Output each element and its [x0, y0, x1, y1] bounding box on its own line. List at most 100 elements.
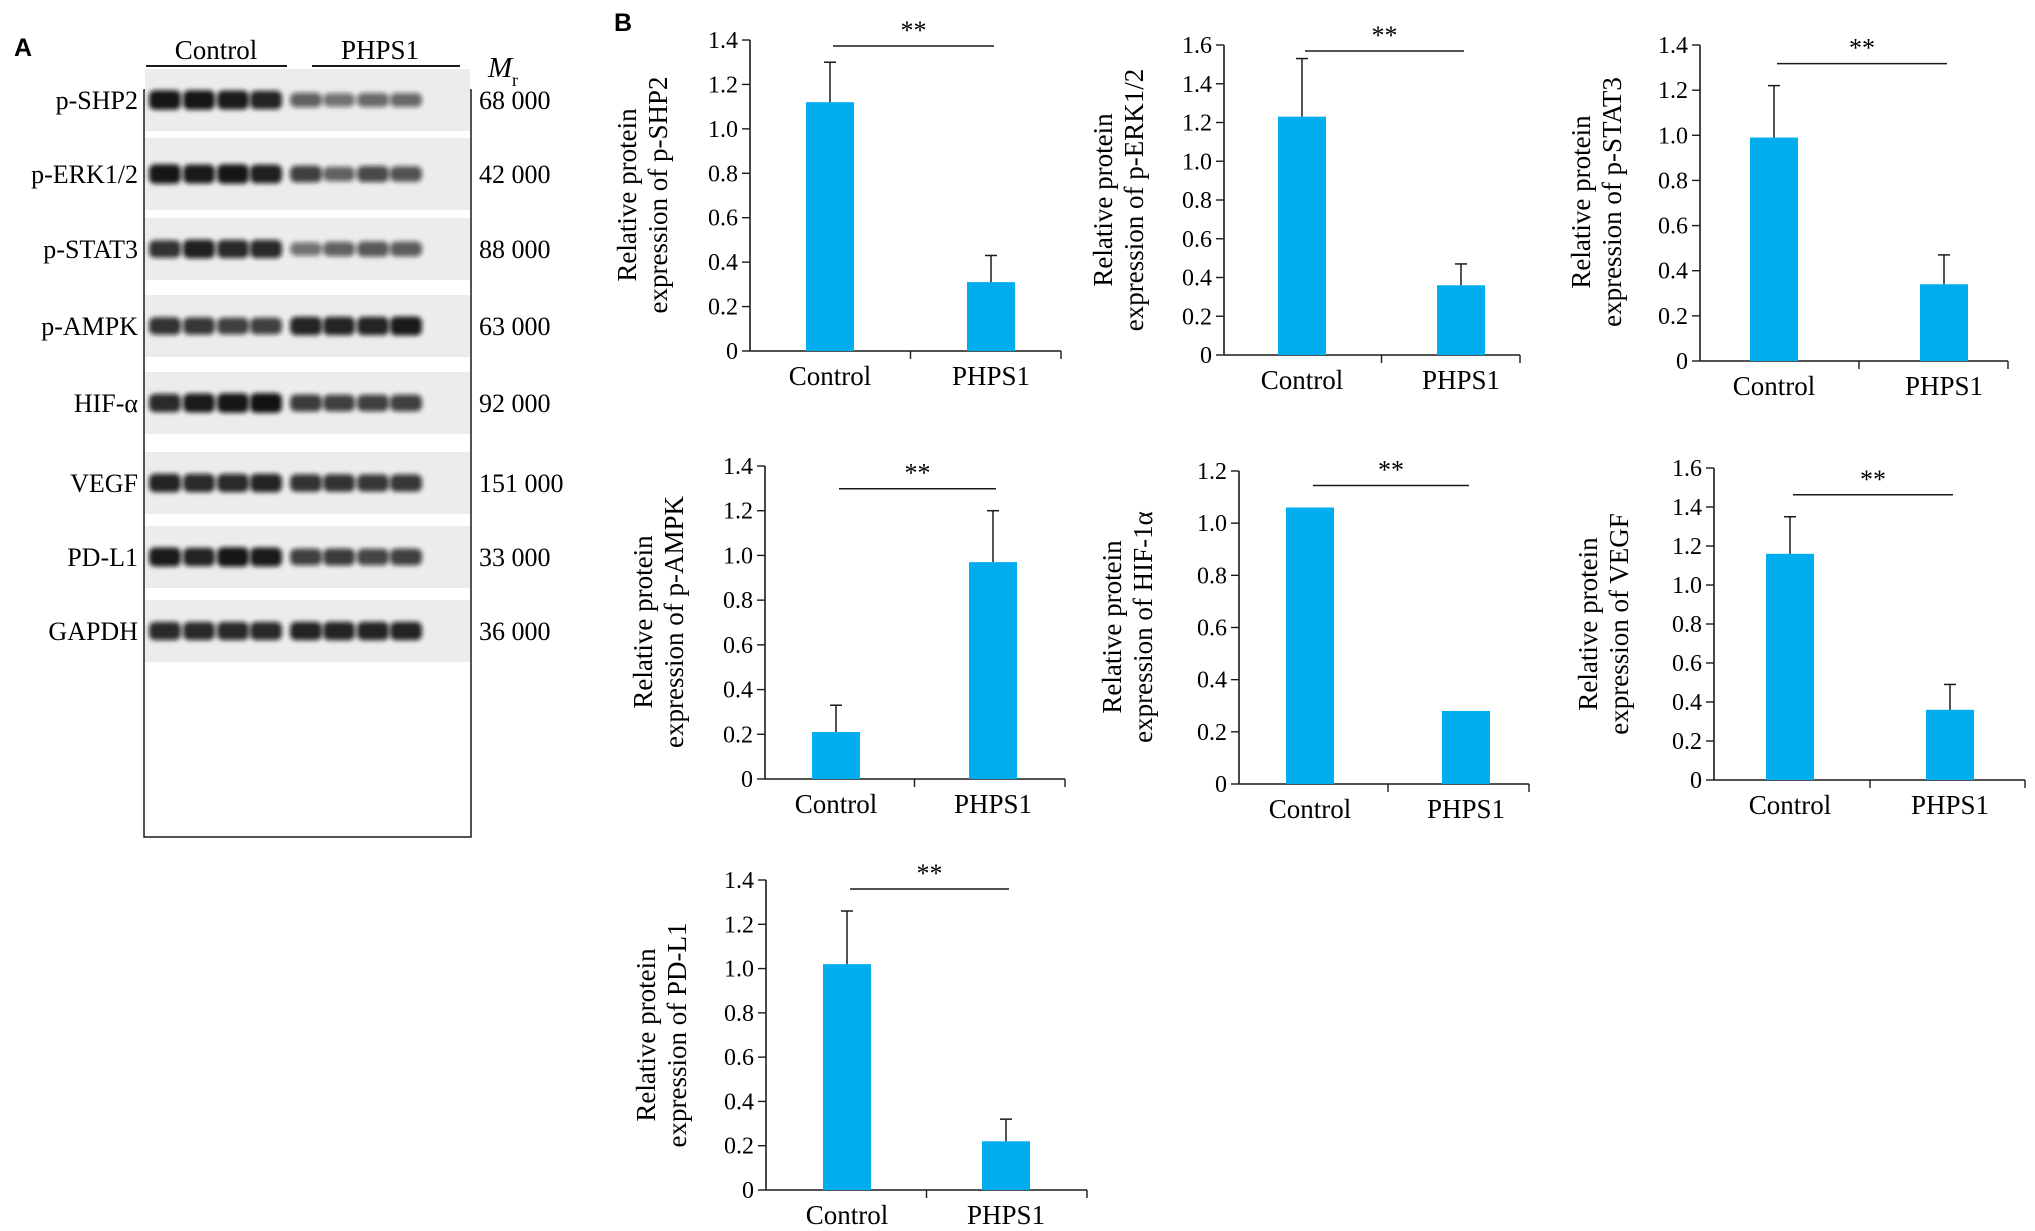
y-axis-label-line-1: Relative protein	[1097, 540, 1127, 714]
band-vegf-lane-5	[290, 474, 322, 492]
y-tick-label: 0.6	[724, 1045, 754, 1071]
mr-symbol: M	[487, 52, 514, 84]
bar-phps1	[1442, 710, 1490, 784]
x-category-label-phps1: PHPS1	[954, 789, 1032, 819]
x-category-label-control: Control	[806, 1200, 889, 1230]
bar-phps1	[1437, 285, 1485, 355]
band-p-stat3-lane-2	[183, 239, 215, 259]
blot-row-p-stat3: p-STAT3 88 000	[43, 218, 551, 280]
bar-control	[1766, 553, 1814, 780]
protein-label-p-ampk: p-AMPK	[41, 312, 138, 341]
band-hif-alpha-lane-7	[357, 394, 389, 412]
y-tick-label: 1.6	[1672, 456, 1702, 482]
chart-7: 0 0.2 0.4 0.6 0.8 1.0 1.2 1.4 Control PHPS1 ** Rela…	[631, 859, 1088, 1230]
y-axis-label-line-2: expression of HIF-1α	[1128, 511, 1158, 743]
band-gapdh-lane-5	[290, 621, 322, 641]
y-tick-label: 0.4	[1182, 266, 1212, 292]
band-gapdh-lane-4	[250, 621, 282, 641]
band-hif-alpha-lane-3	[217, 393, 249, 413]
x-category-label-phps1: PHPS1	[1905, 371, 1983, 401]
y-tick-label: 0	[741, 767, 753, 793]
bar-control	[1286, 507, 1334, 784]
x-category-label-phps1: PHPS1	[952, 361, 1030, 391]
band-pd-l1-lane-7	[357, 548, 389, 566]
band-hif-alpha-lane-2	[183, 393, 215, 413]
panel-b-bar-charts: B 0 0.2 0.4 0.6 0.8 1.0 1.2 1.4 Control PHPS1 ** Re…	[612, 9, 2026, 1230]
band-p-ampk-lane-4	[250, 317, 282, 335]
x-category-label-control: Control	[1261, 365, 1344, 395]
x-category-label-phps1: PHPS1	[1911, 790, 1989, 820]
band-vegf-lane-8	[390, 474, 422, 492]
y-tick-label: 0.4	[1672, 690, 1702, 716]
y-tick-label: 0.4	[724, 1089, 754, 1115]
y-tick-label: 1.0	[1197, 511, 1227, 537]
band-p-ampk-lane-7	[357, 316, 389, 336]
blot-row-vegf: VEGF 151 000	[70, 452, 564, 514]
band-p-shp2-lane-6	[323, 93, 355, 107]
y-tick-label: 0	[1676, 349, 1688, 375]
y-axis-label-line-1: Relative protein	[1566, 115, 1596, 289]
y-tick-label: 1.2	[1672, 534, 1702, 560]
y-tick-label: 1.0	[724, 957, 754, 983]
protein-label-pd-l1: PD-L1	[67, 543, 138, 572]
y-tick-label: 0.2	[1182, 304, 1212, 330]
significance-label: **	[1372, 21, 1398, 50]
x-category-label-control: Control	[789, 361, 872, 391]
y-tick-label: 0.8	[1658, 168, 1688, 194]
band-hif-alpha-lane-1	[149, 393, 181, 413]
y-tick-label: 0.2	[1672, 729, 1702, 755]
y-axis-label-line-2: expression of p-SHP2	[643, 77, 673, 314]
protein-label-p-erk1-2: p-ERK1/2	[31, 160, 138, 189]
y-tick-label: 1.4	[708, 28, 738, 54]
y-tick-label: 0.4	[708, 250, 738, 276]
band-pd-l1-lane-4	[250, 547, 282, 567]
y-tick-label: 0	[1215, 772, 1227, 798]
band-gapdh-lane-7	[357, 621, 389, 641]
band-p-shp2-lane-2	[183, 90, 215, 110]
band-p-erk1-2-lane-2	[183, 164, 215, 184]
y-axis-label: Relative proteinexpression of HIF-1α	[1097, 511, 1158, 743]
band-pd-l1-lane-3	[217, 547, 249, 567]
band-hif-alpha-lane-4	[250, 393, 282, 413]
band-pd-l1-lane-8	[390, 548, 422, 566]
y-tick-label: 1.6	[1182, 33, 1212, 59]
x-category-label-control: Control	[795, 789, 878, 819]
y-tick-label: 0.8	[723, 588, 753, 614]
band-p-shp2-lane-4	[250, 90, 282, 110]
y-tick-label: 0	[1690, 768, 1702, 794]
protein-label-gapdh: GAPDH	[48, 617, 138, 646]
band-p-erk1-2-lane-1	[149, 164, 181, 184]
chart-2: 0 0.2 0.4 0.6 0.8 1.0 1.2 1.4 1.6 Control PHPS1 ** R…	[1088, 21, 1521, 395]
y-tick-label: 0.8	[1182, 188, 1212, 214]
y-axis-label-line-2: expression of PD-L1	[662, 923, 692, 1148]
band-p-stat3-lane-5	[290, 242, 322, 256]
band-vegf-lane-2	[183, 473, 215, 493]
y-tick-label: 1.2	[708, 72, 738, 98]
y-tick-label: 1.0	[1672, 573, 1702, 599]
y-axis-label-line-1: Relative protein	[1088, 113, 1118, 287]
band-p-erk1-2-lane-6	[323, 166, 355, 182]
chart-5: 0 0.2 0.4 0.6 0.8 1.0 1.2 Control PHPS1 ** Relativ…	[1097, 456, 1530, 824]
y-axis-label-line-1: Relative protein	[612, 108, 642, 282]
y-tick-label: 1.0	[723, 543, 753, 569]
band-vegf-lane-1	[149, 473, 181, 493]
y-axis-label: Relative proteinexpression of p-STAT3	[1566, 77, 1627, 327]
y-tick-label: 0.2	[1197, 720, 1227, 746]
bar-control	[1278, 116, 1326, 355]
band-gapdh-lane-1	[149, 621, 181, 641]
band-vegf-lane-4	[250, 473, 282, 493]
y-axis-label: Relative proteinexpression of VEGF	[1573, 513, 1634, 734]
y-axis-label-line-1: Relative protein	[628, 535, 658, 709]
mw-label-pd-l1: 33 000	[479, 543, 551, 572]
band-pd-l1-lane-6	[323, 548, 355, 566]
y-tick-label: 1.0	[708, 117, 738, 143]
band-p-ampk-lane-1	[149, 317, 181, 335]
panel-a-western-blot: A Control PHPS1 M r p-SHP2 68 000 p-ERK1/2…	[14, 34, 564, 838]
y-tick-label: 0.6	[1197, 616, 1227, 642]
mw-label-vegf: 151 000	[479, 469, 564, 498]
y-tick-label: 0	[742, 1178, 754, 1204]
y-tick-label: 0.8	[708, 161, 738, 187]
band-p-erk1-2-lane-3	[217, 164, 249, 184]
y-tick-label: 0.2	[1658, 304, 1688, 330]
y-tick-label: 1.0	[1182, 149, 1212, 175]
